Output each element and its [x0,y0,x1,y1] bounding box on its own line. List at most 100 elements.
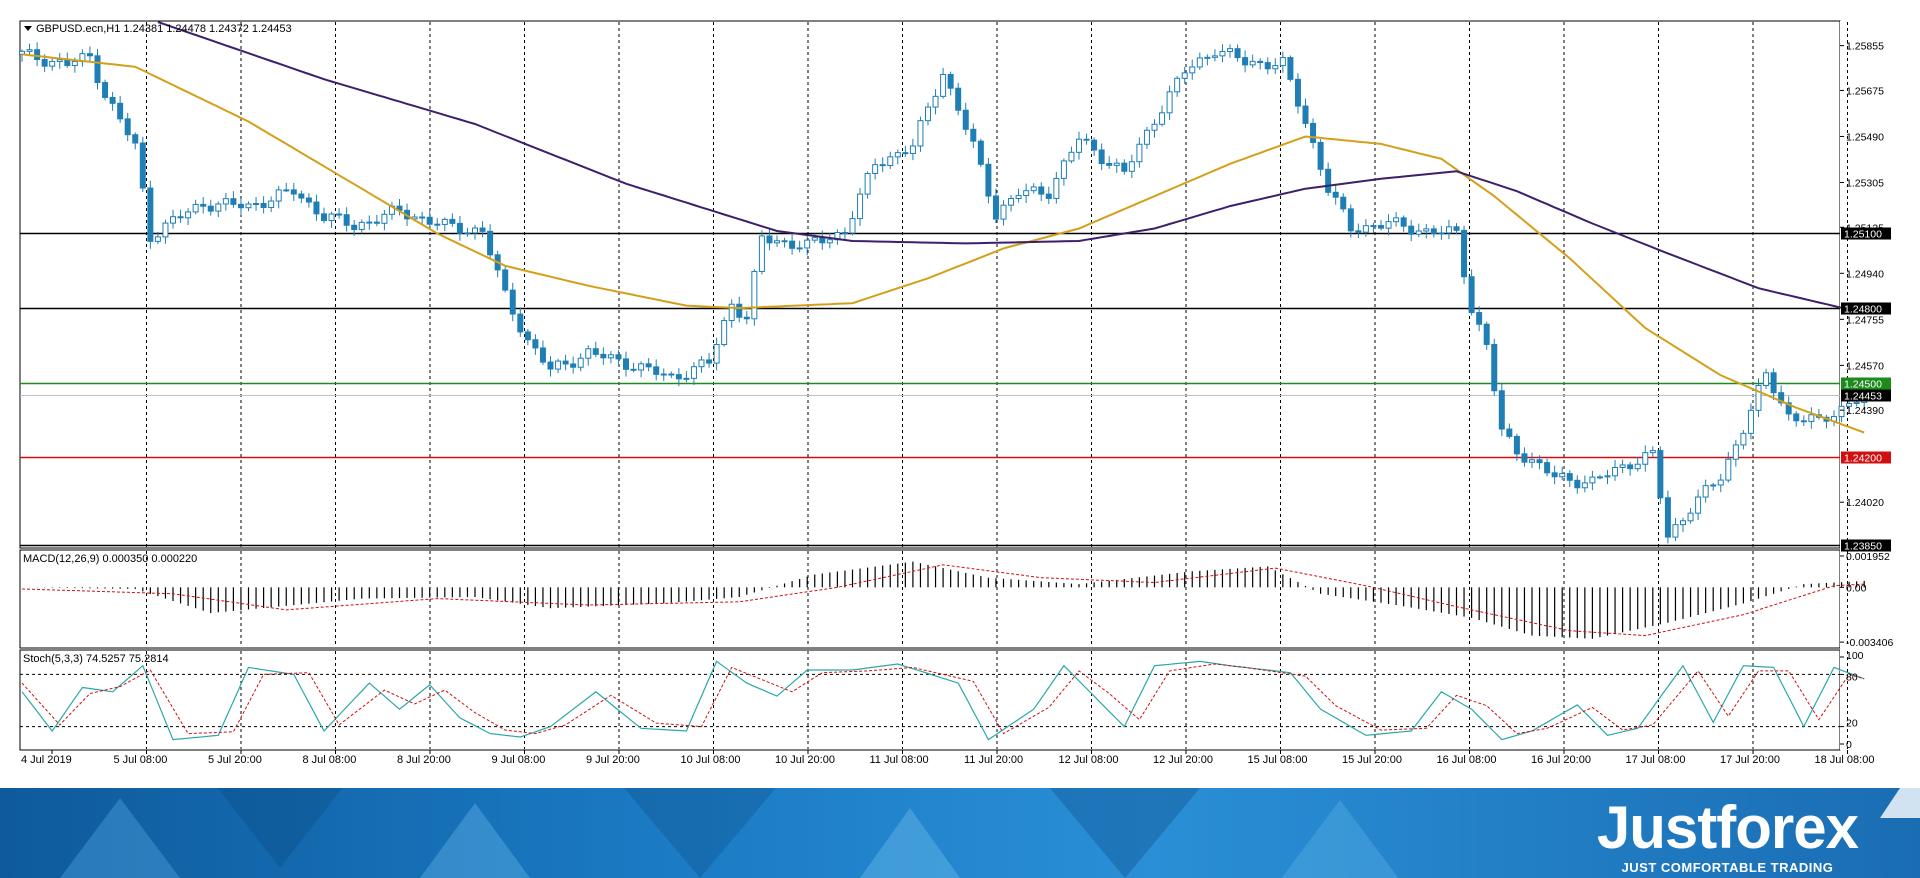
time-label: 5 Jul 08:00 [114,754,168,766]
candle-body-up [1687,512,1694,522]
candle-body-up [253,203,260,206]
time-label: 15 Jul 20:00 [1342,754,1402,766]
level-label: 1.23850 [1844,541,1882,553]
banner-decor-shape [60,798,180,878]
candle-body-up [1159,112,1166,125]
candle-body-up [192,203,199,213]
candle-body-down [1121,162,1128,172]
candle-body-up [381,213,388,224]
candle-body-down [985,163,992,197]
candle-body-down [64,59,71,67]
candle-body-down [1310,122,1317,143]
justforex-logo[interactable]: Justforex JUST COMFORTABLE TRADING [1597,796,1859,876]
candle-body-down [1483,323,1490,345]
candle-body-down [1257,60,1264,64]
macd-tick-label: 0.001952 [1846,551,1890,563]
collapse-triangle-icon[interactable] [24,26,32,31]
candle-body-up [1415,230,1422,235]
candle-body-down [1091,139,1098,151]
candle-body-down [1453,226,1460,231]
time-label: 11 Jul 08:00 [870,754,929,766]
candle-body-up [849,218,856,234]
time-label: 9 Jul 08:00 [492,754,546,766]
candle-body-down [1287,57,1294,80]
candle-body-up [275,189,282,202]
level-label-box [1841,539,1891,552]
candle-body-down [94,55,101,84]
candle-body-up [1030,186,1037,192]
candle-body-down [207,205,214,212]
candle-body-down [1400,217,1407,227]
candle-body-down [1770,372,1777,394]
time-label: 9 Jul 20:00 [586,754,640,766]
candle-body-up [607,354,614,359]
candle-body-up [1128,161,1135,172]
candle-body-up [1272,65,1279,70]
candle-body-up [887,156,894,166]
candle-body-down [766,235,773,244]
time-label: 10 Jul 08:00 [681,754,741,766]
candle-body-up [857,193,864,220]
candle-body-down [434,223,441,226]
candle-body-up [215,203,222,212]
price-panel[interactable] [19,20,1841,549]
time-label: 8 Jul 20:00 [397,754,451,766]
candle-body-up [464,232,471,235]
candle-body-up [555,360,562,370]
candle-body-down [902,152,909,155]
banner-decor-shape [1050,788,1200,878]
stoch-tick-label: 0 [1846,739,1852,751]
candle-body-down [570,363,577,368]
candle-body-down [479,227,486,232]
macd-signal-line [21,564,1865,637]
candle-body-down [789,240,796,249]
candle-body-down [547,361,554,370]
candle-body-up [162,222,169,238]
level-label-box [1841,227,1891,240]
candle-body-down [977,140,984,165]
stoch-tick-label: 20 [1846,718,1858,730]
candle-body-down [615,354,622,360]
candle-body-down [962,109,969,130]
candle-body-down [1317,141,1324,170]
symbol-info: GBPUSD.ecn,H1 1.24381 1.24478 1.24372 1.… [36,23,292,35]
time-label: 16 Jul 08:00 [1437,754,1497,766]
time-axis-labels: 4 Jul 2019 5 Jul 08:00 5 Jul 20:00 8 Jul 08… [21,750,1874,766]
macd-panel[interactable] [19,549,1841,649]
candle-body-up [721,320,728,345]
candle-body-down [139,142,146,189]
time-label: 4 Jul 2019 [21,754,72,766]
candle-body-up [358,221,365,231]
candle-body-up [283,189,290,192]
candle-body-up [1581,482,1588,489]
macd-tick-label: 0.00 [1846,582,1867,594]
candle-body-down [653,366,660,375]
candle-body-up [1529,459,1535,463]
trading-chart[interactable]: 1.258551.256751.254901.253051.251251.249… [0,0,1920,788]
candle-body-down [1544,462,1551,474]
time-label: 16 Jul 20:00 [1531,754,1591,766]
candle-body-up [1279,57,1286,67]
candle-body-down [1627,464,1634,470]
time-label: 10 Jul 20:00 [775,754,835,766]
candle-body-up [328,213,335,221]
candle-body-down [1332,191,1339,198]
stochastic-panel[interactable] [19,649,1841,751]
candle-body-down [675,374,682,380]
price-tick-label: 1.24940 [1846,268,1884,280]
candle-body-up [154,236,161,242]
level-label-box [1841,451,1891,464]
banner-decor-shape [1280,800,1400,878]
candle-body-up [1808,414,1815,422]
candle-body-down [1242,57,1249,66]
candle-body-down [86,53,93,57]
candle-body-up [940,73,947,97]
candle-body-down [1506,428,1513,437]
level-label-box [1841,389,1891,402]
candle-body-up [1846,403,1853,407]
candle-body-up [796,247,803,250]
candle-body-down [117,102,124,120]
banner-decor-shape [420,803,530,878]
candle-body-up [1249,60,1256,66]
